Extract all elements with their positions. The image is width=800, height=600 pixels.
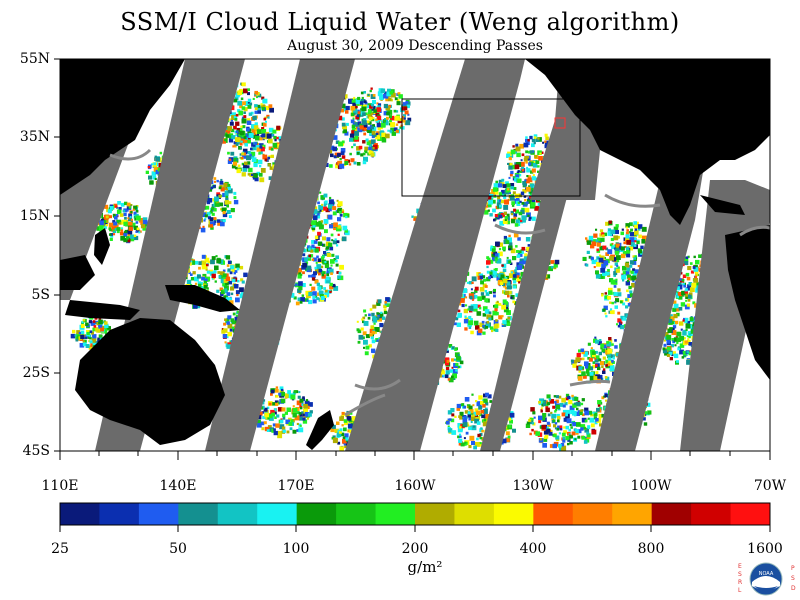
lon-label: 100W (630, 478, 672, 494)
logo-left-letter: S (738, 571, 742, 578)
lon-label: 160W (394, 478, 436, 494)
lat-label: 35N (19, 129, 50, 145)
colorbar-label: 25 (51, 541, 69, 557)
colorbar-swatch (217, 503, 258, 525)
lon-label: 170E (277, 478, 315, 494)
lat-label: 25S (22, 365, 50, 381)
map-subtitle: August 30, 2009 Descending Passes (287, 38, 543, 54)
colorbar-swatch (99, 503, 140, 525)
colorbar-swatch (60, 503, 100, 525)
colorbar-label: 1600 (747, 541, 783, 557)
logo-left-letter: L (738, 587, 742, 594)
colorbar-label: 100 (282, 541, 310, 557)
lat-label: 15N (19, 208, 50, 224)
lon-label: 130W (512, 478, 554, 494)
lon-label: 140E (159, 478, 197, 494)
colorbar-swatch (257, 503, 298, 525)
plot-frame (59, 58, 771, 452)
colorbar (60, 503, 771, 525)
lon-label: 110E (41, 478, 79, 494)
lat-label: 55N (19, 51, 50, 67)
colorbar-swatch (296, 503, 337, 525)
logo-right-letter: D (791, 585, 796, 592)
lat-label: 45S (22, 443, 50, 459)
colorbar-swatch (493, 503, 534, 525)
lon-label: 70W (753, 478, 787, 494)
colorbar-swatch (572, 503, 613, 525)
map-title: SSM/I Cloud Liquid Water (Weng algorithm… (120, 8, 680, 36)
colorbar-unit: g/m² (407, 558, 443, 576)
logo-right-letter: P (791, 565, 795, 572)
colorbar-swatch (178, 503, 219, 525)
logo-left-letter: R (738, 579, 742, 586)
land (60, 59, 770, 450)
colorbar-label: 800 (637, 541, 665, 557)
noaa-logo: E S R L P S D NOAA (738, 562, 796, 596)
logo-right-letter: S (791, 575, 795, 582)
colorbar-swatch (336, 503, 377, 525)
colorbar-swatch (375, 503, 416, 525)
colorbar-swatch (691, 503, 732, 525)
swath-gap (205, 59, 355, 451)
axis-ticks (54, 58, 771, 460)
colorbar-label: 50 (169, 541, 187, 557)
region-box (401, 98, 581, 197)
region-marker (554, 117, 566, 129)
colorbar-swatch (138, 503, 179, 525)
logo-left-letter: E (738, 563, 742, 570)
orbit-arcs (109, 148, 770, 417)
colorbar-swatch (651, 503, 692, 525)
colorbar-swatch (415, 503, 455, 525)
colorbar-swatch (454, 503, 495, 525)
lat-label: 5S (31, 287, 51, 303)
colorbar-swatch (612, 503, 653, 525)
colorbar-swatch (533, 503, 574, 525)
colorbar-swatch (730, 503, 771, 525)
colorbar-label: 400 (519, 541, 547, 557)
colorbar-label: 200 (401, 541, 429, 557)
colorbar-ticks (59, 525, 771, 532)
